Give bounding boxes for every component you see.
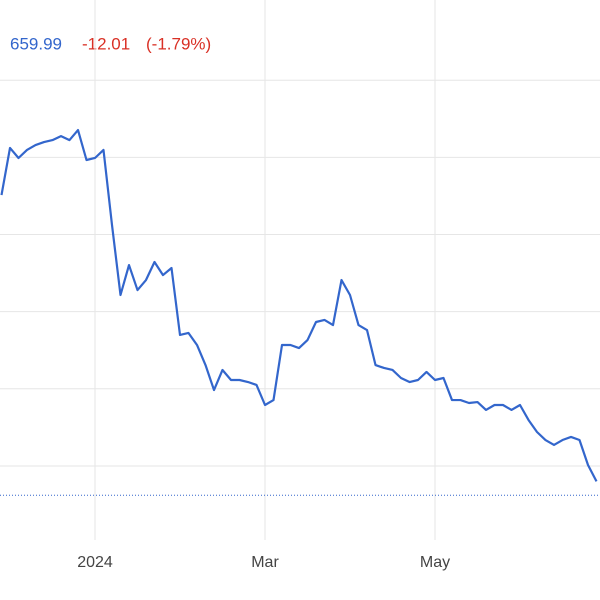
x-tick-label: Mar [251, 554, 279, 571]
change: -12.01 [82, 34, 130, 53]
change-percent: (-1.79%) [146, 34, 211, 53]
x-tick-label: May [420, 554, 450, 571]
price: 659.99 [10, 34, 62, 53]
x-tick-label: 2024 [77, 554, 113, 571]
price-line [0, 128, 598, 482]
